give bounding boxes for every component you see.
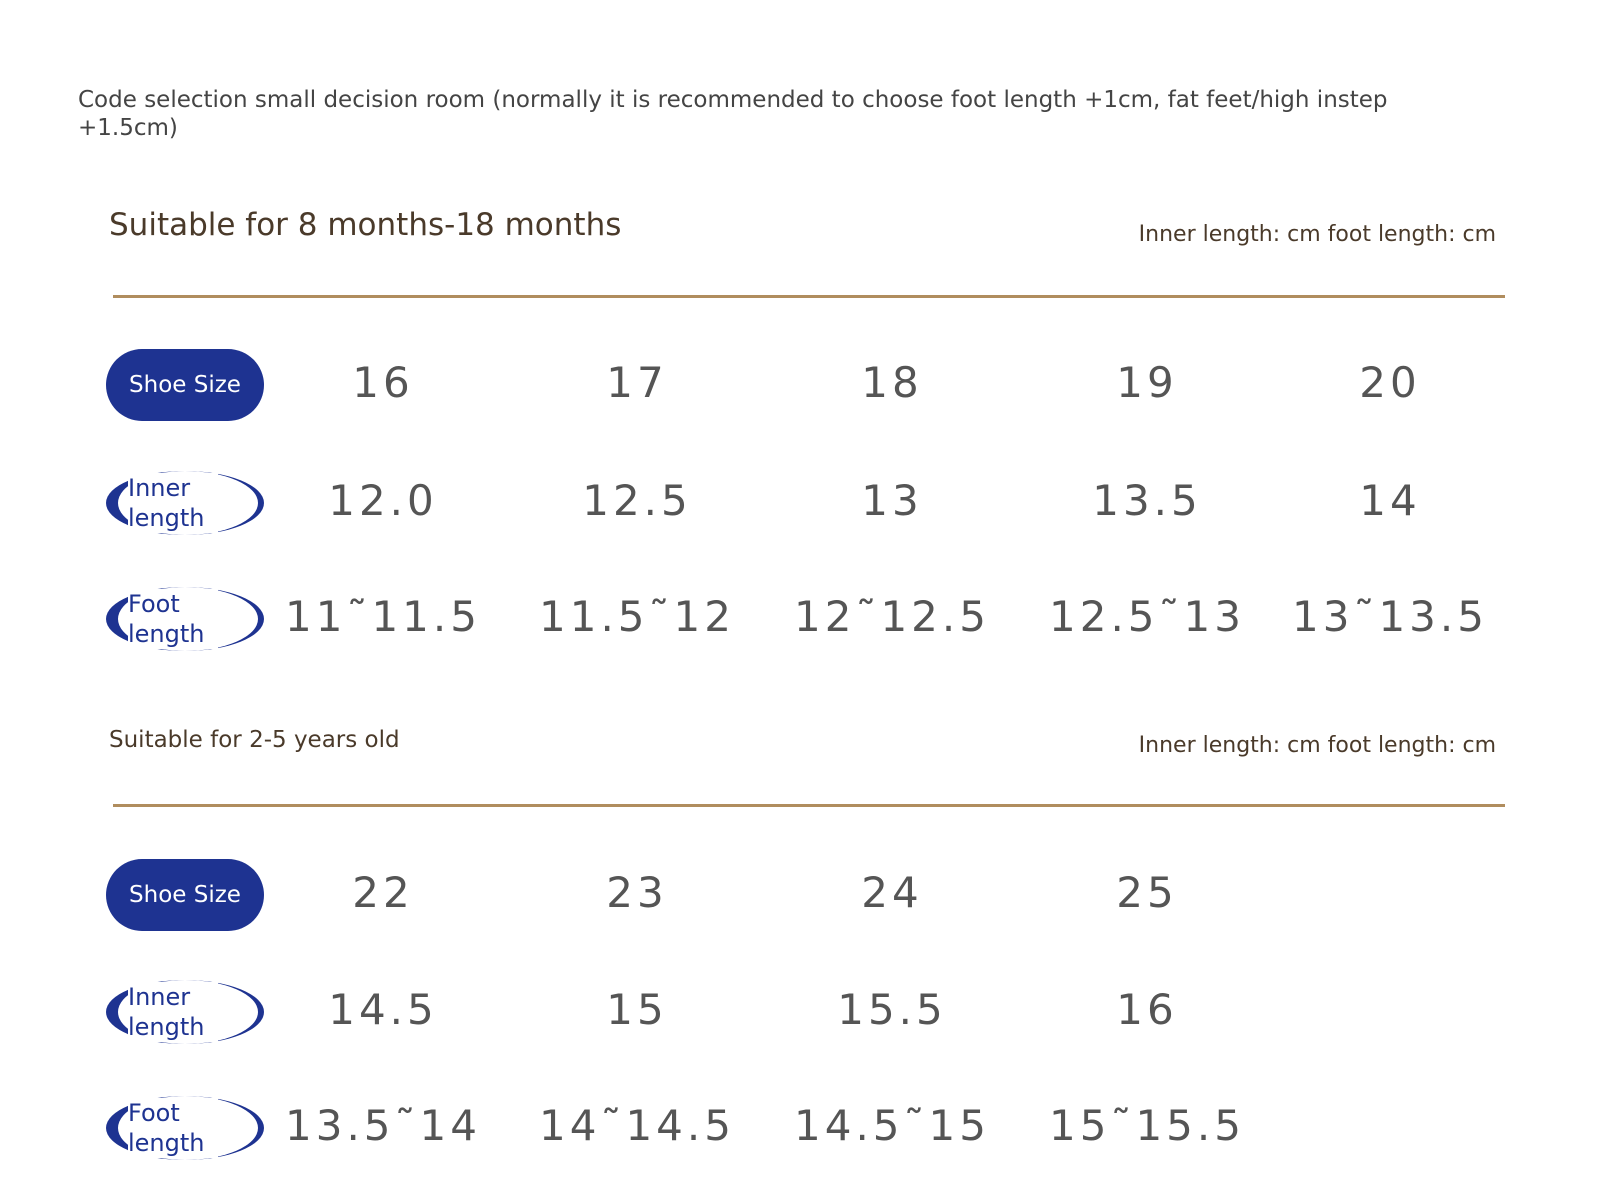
size-value: 14.5 (328, 985, 438, 1034)
divider (113, 804, 1505, 807)
row-label-text: Inner length (128, 473, 218, 533)
size-value: 12.5˜13 (1049, 592, 1245, 641)
size-value: 18 (861, 358, 923, 407)
size-value: 17 (606, 358, 668, 407)
section-title: Suitable for 8 months-18 months (109, 207, 622, 243)
divider (113, 295, 1505, 298)
row-label: Shoe Size (106, 859, 264, 931)
size-value: 25 (1116, 868, 1178, 917)
size-value: 12˜12.5 (794, 592, 990, 641)
unit-note: Inner length: cm foot length: cm (1138, 222, 1496, 247)
section-title: Suitable for 2-5 years old (109, 727, 400, 753)
size-value: 11.5˜12 (539, 592, 735, 641)
size-value: 14 (1359, 476, 1421, 525)
row-label: Foot length (106, 1096, 264, 1160)
size-value: 23 (606, 868, 668, 917)
size-value: 22 (352, 868, 414, 917)
size-value: 13.5 (1092, 476, 1202, 525)
size-value: 15 (606, 985, 668, 1034)
size-value: 15.5 (837, 985, 947, 1034)
size-value: 14.5˜15 (794, 1101, 990, 1150)
size-value: 24 (861, 868, 923, 917)
size-value: 12.0 (328, 476, 438, 525)
size-value: 13 (861, 476, 923, 525)
size-value: 16 (1116, 985, 1178, 1034)
unit-note: Inner length: cm foot length: cm (1138, 733, 1496, 758)
row-label: Foot length (106, 587, 264, 651)
size-value: 11˜11.5 (285, 592, 481, 641)
row-label-text: Foot length (128, 589, 218, 649)
row-label: Shoe Size (106, 349, 264, 421)
size-value: 12.5 (582, 476, 692, 525)
size-value: 20 (1359, 358, 1421, 407)
size-value: 15˜15.5 (1049, 1101, 1245, 1150)
row-label: Inner length (106, 980, 264, 1044)
size-value: 13.5˜14 (285, 1101, 481, 1150)
note: Code selection small decision room (norm… (78, 87, 1388, 141)
row-label-text: Foot length (128, 1098, 218, 1158)
size-value: 16 (352, 358, 414, 407)
row-label-text: Inner length (128, 982, 218, 1042)
size-value: 14˜14.5 (539, 1101, 735, 1150)
size-value: 13˜13.5 (1292, 592, 1488, 641)
size-value: 19 (1116, 358, 1178, 407)
row-label: Inner length (106, 471, 264, 535)
